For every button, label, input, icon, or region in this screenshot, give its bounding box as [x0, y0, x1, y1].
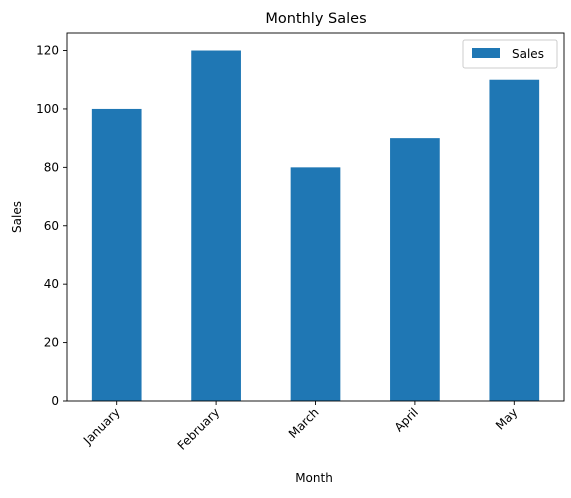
x-tick-label-may: May: [493, 405, 520, 432]
y-tick-label: 20: [44, 336, 59, 350]
y-tick-label: 40: [44, 277, 59, 291]
x-tick-label-february: February: [175, 405, 223, 453]
plot-frame: [66, 32, 565, 402]
bar-february: [191, 50, 241, 402]
legend: Sales: [462, 39, 558, 69]
bar-march: [290, 167, 341, 401]
y-tick-label: 0: [51, 394, 59, 408]
bars-layer: [91, 50, 540, 402]
bar-january: [91, 108, 142, 401]
y-tick-label: 100: [36, 102, 59, 116]
x-axis: January February March April May: [80, 401, 520, 453]
bar-april: [390, 138, 440, 401]
y-axis: 0 20 40 60 80 100 120: [36, 44, 67, 408]
x-tick-label-april: April: [392, 405, 421, 434]
legend-label: Sales: [512, 47, 544, 61]
chart-title: Monthly Sales: [265, 11, 366, 27]
y-tick-label: 120: [36, 44, 59, 58]
y-tick-label: 60: [44, 219, 59, 233]
y-tick-label: 80: [44, 160, 59, 174]
legend-swatch: [472, 48, 500, 58]
bar-may: [489, 79, 540, 401]
y-axis-label: Sales: [10, 201, 24, 233]
legend-frame: [462, 39, 558, 69]
x-tick-label-march: March: [286, 405, 322, 441]
x-axis-label: Month: [295, 471, 333, 485]
x-tick-label-january: January: [80, 405, 123, 448]
